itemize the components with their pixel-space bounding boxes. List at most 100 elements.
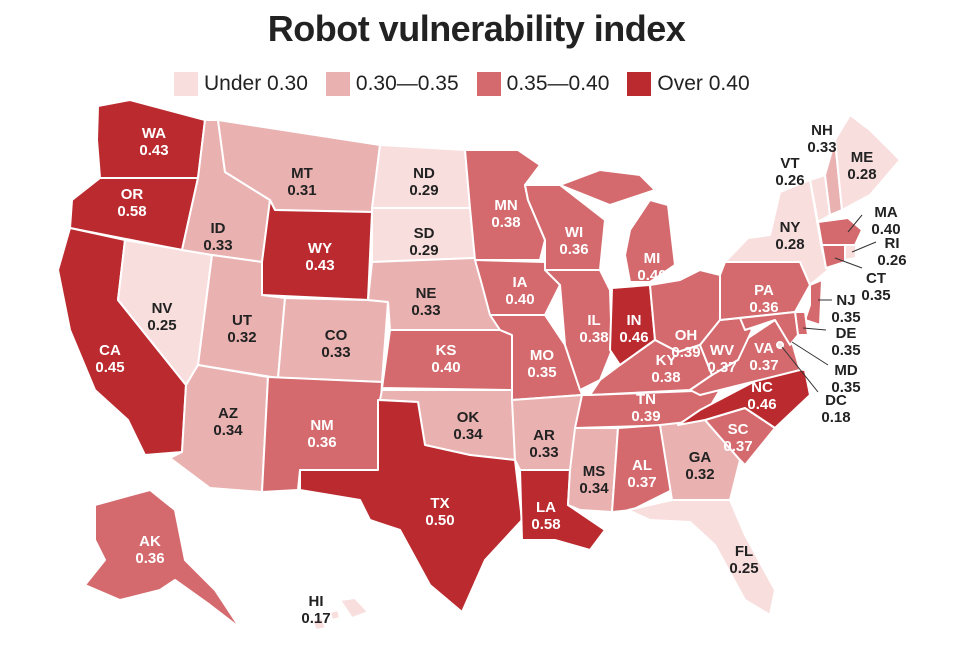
state-abbr-SC: SC <box>728 421 749 438</box>
state-value-AL: 0.37 <box>627 474 656 491</box>
state-abbr-NC: NC <box>751 379 773 396</box>
state-value-VT: 0.26 <box>775 172 804 189</box>
state-abbr-VT: VT <box>780 155 799 172</box>
state-FL <box>627 499 776 616</box>
state-value-TX: 0.50 <box>425 512 454 529</box>
state-abbr-OR: OR <box>121 186 144 203</box>
state-value-MO: 0.35 <box>527 364 556 381</box>
state-value-CA: 0.45 <box>95 359 124 376</box>
state-abbr-IL: IL <box>587 312 600 329</box>
state-value-CT: 0.35 <box>861 287 890 304</box>
state-abbr-WY: WY <box>308 240 332 257</box>
leader-RI <box>851 241 877 253</box>
state-value-CO: 0.33 <box>321 344 350 361</box>
state-AK <box>84 489 241 629</box>
state-value-PA: 0.36 <box>749 299 778 316</box>
state-value-NY: 0.28 <box>775 236 804 253</box>
state-abbr-LA: LA <box>536 499 556 516</box>
state-value-TN: 0.39 <box>631 408 660 425</box>
state-AL <box>611 424 673 513</box>
state-value-IN: 0.46 <box>619 329 648 346</box>
state-value-MI: 0.40 <box>637 267 666 284</box>
state-ME <box>834 114 901 211</box>
state-value-KY: 0.38 <box>651 369 680 386</box>
state-abbr-DE: DE <box>836 325 857 342</box>
state-abbr-VA: VA <box>754 340 774 357</box>
state-value-OK: 0.34 <box>453 426 483 443</box>
state-value-NC: 0.46 <box>747 396 776 413</box>
state-abbr-MD: MD <box>834 362 857 379</box>
state-abbr-PA: PA <box>754 282 774 299</box>
state-HI-3 <box>329 609 341 621</box>
state-abbr-UT: UT <box>232 312 252 329</box>
state-value-MN: 0.38 <box>491 214 520 231</box>
legend-label: 0.35—0.40 <box>506 72 610 95</box>
state-value-AR: 0.33 <box>529 444 558 461</box>
state-value-ND: 0.29 <box>409 182 438 199</box>
state-abbr-ID: ID <box>211 220 226 237</box>
state-value-RI: 0.26 <box>877 252 906 269</box>
state-abbr-FL: FL <box>735 543 753 560</box>
state-value-NE: 0.33 <box>411 302 440 319</box>
state-abbr-WI: WI <box>565 224 583 241</box>
state-abbr-TX: TX <box>430 495 449 512</box>
state-value-NH: 0.33 <box>807 139 836 156</box>
state-abbr-NM: NM <box>310 417 333 434</box>
state-abbr-CT: CT <box>866 270 886 287</box>
state-value-IL: 0.38 <box>579 329 608 346</box>
state-CT <box>821 244 846 269</box>
state-abbr-AK: AK <box>139 533 161 550</box>
state-value-DE: 0.35 <box>831 342 860 359</box>
state-abbr-HI: HI <box>309 593 324 610</box>
state-abbr-CO: CO <box>325 327 348 344</box>
state-TX <box>299 399 523 613</box>
state-abbr-NY: NY <box>780 219 801 236</box>
state-CO <box>277 297 389 383</box>
state-OR <box>69 177 199 251</box>
state-MI <box>624 199 676 283</box>
state-abbr-WA: WA <box>142 125 166 142</box>
state-value-UT: 0.32 <box>227 329 256 346</box>
state-value-MT: 0.31 <box>287 182 316 199</box>
legend-label: 0.30—0.35 <box>355 72 459 95</box>
state-abbr-RI: RI <box>885 235 900 252</box>
leader-MD <box>791 341 829 366</box>
state-value-SD: 0.29 <box>409 242 438 259</box>
state-value-AK: 0.36 <box>135 550 164 567</box>
leader-CT <box>834 257 863 269</box>
state-abbr-ND: ND <box>413 165 435 182</box>
leader-MA <box>847 214 863 233</box>
state-abbr-MA: MA <box>874 204 897 221</box>
state-value-NV: 0.25 <box>147 317 176 334</box>
state-value-MD: 0.35 <box>831 379 860 396</box>
state-abbr-OH: OH <box>675 327 698 344</box>
state-value-ID: 0.33 <box>203 237 232 254</box>
legend-item-035-040: 0.35—0.40 <box>476 72 610 96</box>
legend-swatch <box>627 72 652 96</box>
leader-lines <box>781 214 877 393</box>
leader-DC <box>781 346 819 393</box>
state-abbr-MO: MO <box>530 347 554 364</box>
state-MD <box>739 311 799 346</box>
state-value-WI: 0.36 <box>559 241 588 258</box>
state-abbr-SD: SD <box>414 225 435 242</box>
state-abbr-NE: NE <box>416 285 437 302</box>
state-labels: WA0.43OR0.58CA0.45NV0.25ID0.33MT0.31WY0.… <box>95 122 906 627</box>
state-value-DC: 0.18 <box>821 409 850 426</box>
state-value-GA: 0.32 <box>685 466 714 483</box>
legend-swatch <box>476 72 501 96</box>
state-abbr-IN: IN <box>627 312 642 329</box>
state-abbr-MN: MN <box>494 197 517 214</box>
legend-item-030-035: 0.30—0.35 <box>325 72 459 96</box>
state-VA <box>689 319 801 396</box>
state-value-OR: 0.58 <box>117 203 146 220</box>
state-abbr-NV: NV <box>152 300 173 317</box>
state-value-IA: 0.40 <box>505 291 534 308</box>
state-abbr-MS: MS <box>583 463 606 480</box>
state-value-FL: 0.25 <box>729 560 758 577</box>
legend-item-over-040: Over 0.40 <box>627 72 750 96</box>
state-value-HI: 0.17 <box>301 610 330 627</box>
legend-swatch <box>174 72 198 96</box>
legend-swatch <box>325 72 350 96</box>
